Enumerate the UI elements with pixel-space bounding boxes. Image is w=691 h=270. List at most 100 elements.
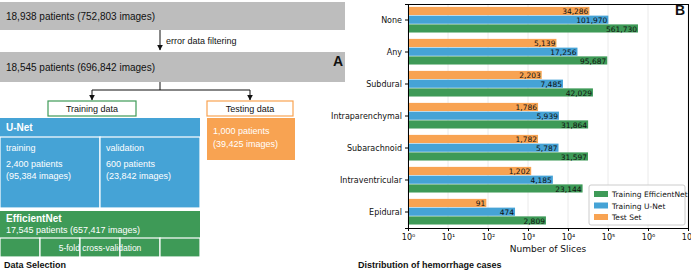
bar: [408, 56, 607, 64]
data-label: 1,782: [516, 135, 538, 144]
frame-right: [688, 4, 689, 228]
panel-label: A: [333, 53, 343, 69]
y-tick-label: Intraparenchymal: [331, 112, 402, 121]
x-tick: 10⁴: [562, 228, 575, 242]
y-tick-label: Subdural: [366, 80, 402, 89]
data-label: 91: [476, 199, 486, 208]
y-tick-label: Epidural: [369, 208, 402, 217]
x-tick-mark: [488, 228, 489, 231]
panel-a: 18,938 patients (752,803 images) error da…: [0, 2, 345, 270]
x-tick-label: 10³: [522, 233, 535, 242]
y-tick-mark: [405, 212, 408, 213]
x-tick-label: 10⁷: [682, 233, 691, 242]
y-tick-mark: [405, 52, 408, 53]
y-tick-mark: [405, 84, 408, 85]
data-label: 5,939: [536, 112, 558, 121]
label: 2,400 patients: [6, 159, 63, 169]
y-tick: Subdural: [366, 80, 408, 89]
y-tick: Intraventricular: [340, 176, 408, 185]
label: Training data: [66, 104, 118, 114]
connector: [160, 82, 161, 90]
testing-data-box: [207, 101, 293, 116]
panel-b: 10⁰ 10¹ 10² 10³ 10⁴ 10⁵ 10⁶ 10⁷ None Any Subdural I…: [331, 2, 691, 270]
y-tick: Intraparenchymal: [331, 112, 408, 121]
label: U-Net: [6, 122, 33, 133]
data-label: 2,203: [519, 71, 541, 80]
chart-title: Distribution of hemorrhage cases: [358, 260, 502, 270]
data-label: 17,256: [550, 48, 576, 57]
x-tick: 10³: [522, 228, 535, 242]
arrow: [160, 30, 161, 50]
label: EfficientNet: [6, 213, 62, 224]
y-tick-label: Subarachnoid: [347, 144, 402, 153]
efficientnet-box: [0, 211, 200, 257]
data-label: 7,485: [540, 80, 562, 89]
data-label: 23,144: [555, 185, 581, 194]
data-label: 474: [500, 208, 515, 217]
arrow: [92, 90, 93, 100]
frame-top: [408, 4, 688, 5]
x-tick: 10⁶: [642, 228, 655, 242]
label: training: [6, 143, 36, 153]
arrow: [250, 90, 251, 100]
label: (95,384 images): [6, 171, 71, 181]
cv-fold: [160, 238, 200, 257]
label: (23,842 images): [106, 171, 171, 181]
y-tick-mark: [405, 116, 408, 117]
panel-label: B: [675, 2, 685, 18]
grid: [408, 4, 688, 228]
x-axis: 10⁰ 10¹ 10² 10³ 10⁴ 10⁵ 10⁶ 10⁷: [402, 228, 691, 242]
grid-line: [568, 4, 569, 228]
legend-entry: Training EfficientNet: [611, 190, 688, 199]
label: 18,938 patients (752,803 images): [6, 11, 155, 22]
legend-swatch: [594, 191, 608, 197]
data-label: 4,185: [530, 176, 552, 185]
legend-entry: Training U-Net: [611, 202, 665, 211]
data-label: 34,286: [562, 7, 588, 16]
x-tick: 10¹: [442, 228, 455, 242]
bar: [408, 24, 638, 32]
x-tick: 10⁰: [402, 228, 415, 242]
label: error data filtering: [166, 36, 237, 46]
data-label: 31,597: [561, 153, 587, 162]
data-label: 5,139: [534, 39, 556, 48]
label: validation: [106, 143, 144, 153]
x-tick-label: 10⁵: [602, 233, 615, 242]
legend-swatch: [594, 203, 608, 209]
unet-val-box: [100, 137, 200, 208]
caption: Data Selection: [4, 260, 66, 270]
x-tick-label: 10⁴: [562, 233, 575, 242]
unet-train-box: [0, 137, 100, 208]
label: 17,545 patients (657,417 images): [6, 225, 140, 235]
y-tick-label: None: [381, 16, 402, 25]
test-box: [207, 118, 295, 160]
all-data-box: [0, 2, 345, 30]
x-tick-label: 10²: [482, 233, 495, 242]
x-tick-mark: [528, 228, 529, 231]
y-axis: None Any Subdural Intraparenchymal Subarachn…: [331, 5, 408, 229]
x-tick-label: 10⁶: [642, 233, 655, 242]
y-tick-mark: [405, 148, 408, 149]
data-label: 1,786: [516, 103, 538, 112]
data-label: 31,864: [561, 121, 587, 130]
x-tick-mark: [688, 228, 689, 231]
label: 1,000 patients: [213, 126, 270, 136]
y-tick-mark: [405, 180, 408, 181]
label: (39,425 images): [213, 139, 278, 149]
y-tick-mark: [405, 20, 408, 21]
data-label: 1,202: [509, 167, 531, 176]
y-tick-label: Any: [387, 48, 403, 57]
figure: 18,938 patients (752,803 images) error da…: [0, 0, 691, 270]
x-tick: 10⁷: [682, 228, 691, 242]
bars: [408, 7, 638, 225]
x-tick-label: 10¹: [442, 233, 455, 242]
x-tick-label: 10⁰: [402, 233, 415, 242]
x-tick-mark: [648, 228, 649, 231]
training-data-box: [48, 101, 136, 116]
y-tick: None: [381, 16, 408, 25]
label: 600 patients: [106, 159, 156, 169]
y-axis-line: [405, 5, 409, 229]
label: Testing data: [226, 104, 275, 114]
x-tick-mark: [608, 228, 609, 231]
data-label: 5,787: [536, 144, 558, 153]
